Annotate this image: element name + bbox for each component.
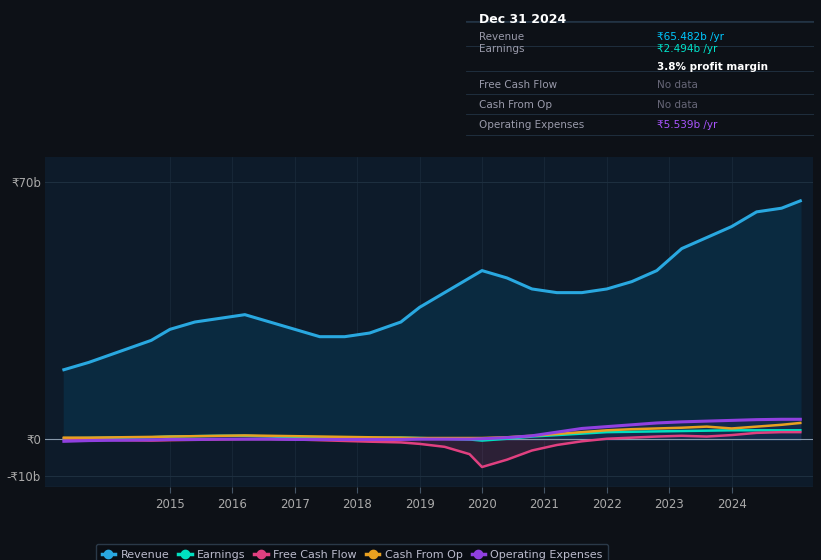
Text: ₹5.539b /yr: ₹5.539b /yr [658,120,718,130]
Text: Cash From Op: Cash From Op [479,100,553,110]
Text: ₹65.482b /yr: ₹65.482b /yr [658,31,724,41]
Text: Dec 31 2024: Dec 31 2024 [479,13,566,26]
Text: ₹2.494b /yr: ₹2.494b /yr [658,44,718,54]
Text: Free Cash Flow: Free Cash Flow [479,80,557,90]
Text: No data: No data [658,100,699,110]
Text: Earnings: Earnings [479,44,525,54]
Text: 3.8% profit margin: 3.8% profit margin [658,62,768,72]
Legend: Revenue, Earnings, Free Cash Flow, Cash From Op, Operating Expenses: Revenue, Earnings, Free Cash Flow, Cash … [96,544,608,560]
Text: Operating Expenses: Operating Expenses [479,120,585,130]
Text: No data: No data [658,80,699,90]
Text: Revenue: Revenue [479,31,525,41]
